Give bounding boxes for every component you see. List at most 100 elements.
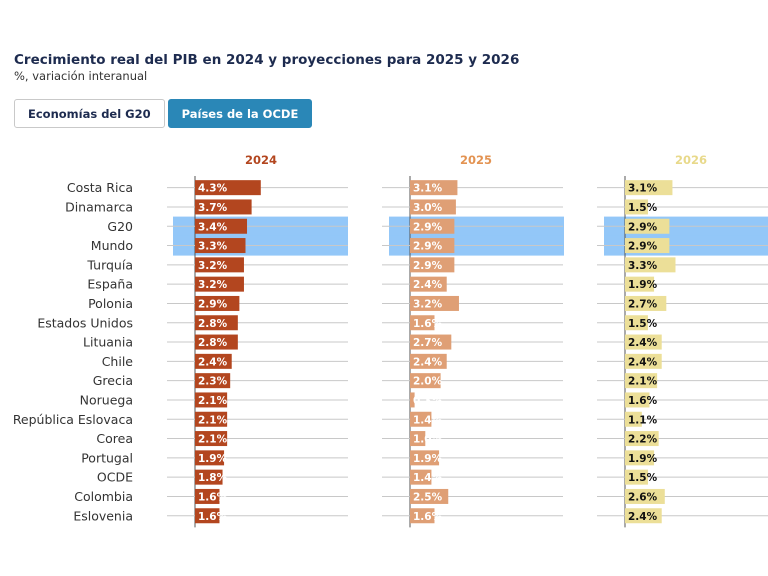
bar-label-2024: 2.1%: [198, 414, 228, 426]
bar-2025: [410, 353, 447, 369]
bar-2024: [195, 488, 220, 504]
category-label: Polonia: [88, 296, 133, 311]
bar-label-2026: 1.6%: [628, 395, 658, 407]
bar-2025: [410, 373, 441, 389]
bar-label-2026: 2.4%: [628, 356, 658, 368]
bar-2025: [410, 180, 458, 196]
bar-2026: [625, 411, 642, 427]
category-label: España: [87, 277, 133, 292]
bar-label-2025: 2.0%: [413, 376, 443, 388]
category-label: Chile: [102, 354, 134, 369]
economy-group-tabs: Economías del G20 Países de la OCDE: [14, 99, 313, 128]
bar-2025: [410, 315, 435, 331]
bar-label-2024: 2.9%: [198, 298, 228, 310]
bar-label-2025: 1.6%: [413, 511, 443, 523]
bar-label-2025: 2.5%: [413, 491, 443, 503]
bar-label-2024: 3.3%: [198, 241, 228, 253]
bar-2026: [625, 315, 648, 331]
bar-label-2025: 3.1%: [413, 183, 443, 195]
bar-label-2024: 4.3%: [198, 183, 228, 195]
bar-2025: [410, 334, 452, 350]
bar-2026: [625, 295, 667, 311]
bar-label-2025: 1.4%: [413, 414, 443, 426]
bar-label-2026: 2.6%: [628, 491, 658, 503]
bar-label-2025: 1.4%: [413, 472, 443, 484]
column-header-2026: 2026: [675, 153, 707, 167]
bar-label-2025: 0.3%: [413, 395, 443, 407]
bar-2024: [195, 334, 238, 350]
chart-subtitle: %, variación interanual: [14, 69, 148, 83]
bar-label-2026: 1.9%: [628, 279, 658, 291]
bar-2024: [195, 257, 244, 273]
bar-2025: [410, 469, 432, 485]
bar-2025: [410, 257, 455, 273]
bar-label-2026: 3.3%: [628, 260, 658, 272]
bar-2026: [625, 373, 658, 389]
tab-oecd-countries[interactable]: Países de la OCDE: [167, 99, 313, 128]
bar-2026: [625, 180, 673, 196]
bar-2025: [410, 508, 435, 524]
bar-2024: [195, 276, 244, 292]
bar-label-2024: 3.7%: [198, 202, 228, 214]
bar-label-2026: 2.9%: [628, 241, 658, 253]
bar-label-2024: 3.2%: [198, 279, 228, 291]
bar-label-2025: 3.0%: [413, 202, 443, 214]
bar-2026: [625, 334, 662, 350]
category-label: Dinamarca: [65, 199, 133, 214]
bar-2025: [410, 218, 455, 234]
bar-label-2026: 2.4%: [628, 337, 658, 349]
bar-2026: [625, 392, 650, 408]
category-label: Corea: [96, 431, 133, 446]
bar-2024: [195, 315, 238, 331]
bar-label-2025: 2.9%: [413, 241, 443, 253]
bar-label-2024: 2.1%: [198, 434, 228, 446]
bar-label-2026: 3.1%: [628, 183, 658, 195]
bar-2024: [195, 411, 228, 427]
bar-label-2026: 1.1%: [628, 414, 658, 426]
bar-label-2024: 1.8%: [198, 472, 228, 484]
bar-2026: [625, 431, 659, 447]
bar-2024: [195, 469, 223, 485]
bar-label-2025: 1.6%: [413, 318, 443, 330]
bar-2024: [195, 180, 261, 196]
bar-2024: [195, 353, 232, 369]
category-label: Grecia: [93, 373, 133, 388]
bar-2024: [195, 218, 248, 234]
category-label: Lituania: [83, 335, 133, 350]
bar-label-2026: 2.9%: [628, 221, 658, 233]
column-header-2025: 2025: [460, 153, 492, 167]
category-label: Mundo: [91, 238, 133, 253]
chart-title: Crecimiento real del PIB en 2024 y proye…: [14, 52, 520, 68]
bar-2026: [625, 508, 662, 524]
bar-label-2025: 1.9%: [413, 453, 443, 465]
bar-2026: [625, 218, 670, 234]
bar-2025: [410, 488, 449, 504]
category-label: Costa Rica: [67, 180, 133, 195]
bar-2025: [410, 295, 459, 311]
bar-2025: [410, 199, 456, 215]
tab-g20-economies[interactable]: Economías del G20: [14, 99, 165, 128]
bar-2024: [195, 373, 231, 389]
bar-2024: [195, 199, 252, 215]
column-header-2024: 2024: [245, 153, 277, 167]
bar-2024: [195, 431, 228, 447]
category-label: República Eslovaca: [13, 412, 133, 427]
bar-label-2026: 2.4%: [628, 511, 658, 523]
category-label: Turquía: [86, 257, 133, 272]
bar-label-2024: 1.6%: [198, 511, 228, 523]
category-label: Estados Unidos: [37, 315, 133, 330]
bar-2026: [625, 257, 676, 273]
bar-2024: [195, 450, 225, 466]
bar-2024: [195, 238, 246, 254]
category-label: OCDE: [97, 470, 133, 485]
bar-label-2024: 2.4%: [198, 356, 228, 368]
bar-label-2026: 1.9%: [628, 453, 658, 465]
bar-label-2024: 3.2%: [198, 260, 228, 272]
bar-2026: [625, 353, 662, 369]
bar-label-2024: 2.8%: [198, 318, 228, 330]
bar-label-2025: 2.7%: [413, 337, 443, 349]
category-label: Colombia: [74, 489, 133, 504]
bar-label-2026: 2.7%: [628, 298, 658, 310]
bar-label-2026: 2.1%: [628, 376, 658, 388]
